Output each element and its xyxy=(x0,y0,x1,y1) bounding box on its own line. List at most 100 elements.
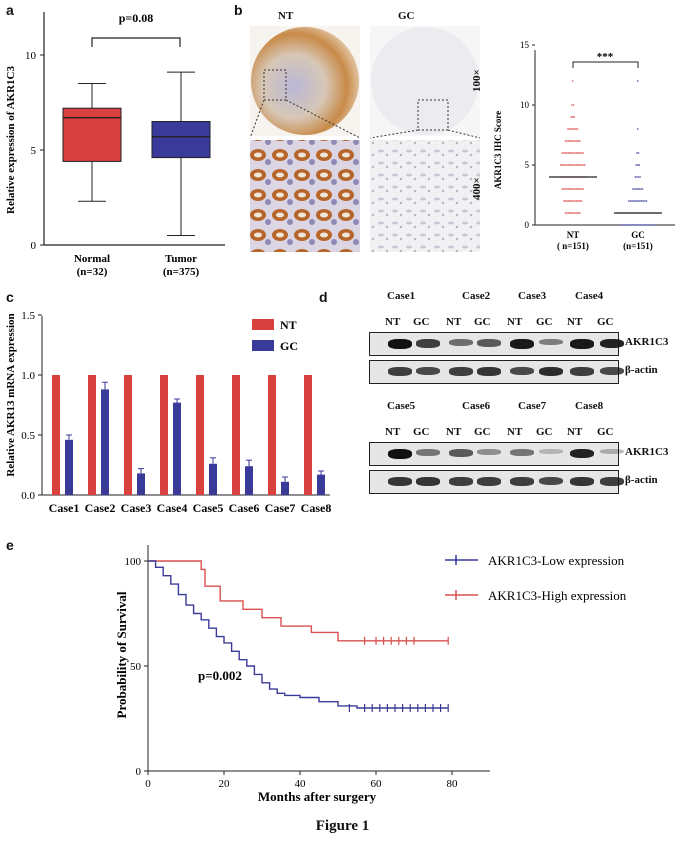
panel-c-legend-gc-swatch xyxy=(252,340,274,351)
panel-b-dot xyxy=(636,224,638,226)
blot-actin-band xyxy=(388,477,412,486)
panel-b-dot xyxy=(638,188,640,190)
panel-b-dot xyxy=(569,212,571,214)
panel-b-dot xyxy=(572,104,575,106)
panel-b-dot xyxy=(637,128,639,130)
blot-actin-band xyxy=(477,367,501,376)
blot-akr1c3-band xyxy=(416,449,440,456)
panel-c-bar-nt xyxy=(52,375,60,495)
panel-a-group2-name: Tumor xyxy=(165,253,197,265)
panel-b-dot xyxy=(577,200,579,202)
panel-b-x2n: (n=151) xyxy=(623,241,653,251)
panel-b-dot xyxy=(620,224,622,226)
panel-c-bar-gc xyxy=(65,439,73,495)
panel-b-dot xyxy=(635,188,637,190)
panel-e-legend-high: AKR1C3-High expression xyxy=(445,588,627,603)
panel-b-dot xyxy=(640,188,642,190)
panel-b-dot xyxy=(580,164,583,166)
panel-b-dot xyxy=(579,188,581,190)
blot-case-label: Case4 xyxy=(575,290,604,302)
blot-case-label: Case2 xyxy=(462,290,491,302)
panel-b-dot xyxy=(625,224,627,226)
blot-akr1c3-band xyxy=(600,339,624,349)
panel-e-label: e xyxy=(6,537,14,553)
panel-b-dot xyxy=(637,224,640,226)
panel-b-ihc-images xyxy=(250,26,481,252)
blot-akr1c3-band xyxy=(449,339,473,346)
panel-b-dot xyxy=(635,164,637,166)
panel-c-bar-nt xyxy=(124,375,132,495)
panel-b-dot xyxy=(636,176,638,178)
blot-actin-band xyxy=(416,367,440,376)
panel-b-dot xyxy=(639,224,641,226)
blot-lane-label: NT xyxy=(567,426,583,438)
panel-a-ytick-label: 5 xyxy=(31,145,37,157)
panel-b-dot xyxy=(571,188,573,190)
panel-b-sig-bracket xyxy=(572,61,639,68)
panel-b-dot xyxy=(632,188,634,190)
panel-b-dot xyxy=(626,224,628,226)
panel-b-dot xyxy=(637,152,640,154)
panel-b-dot xyxy=(645,200,648,202)
panel-c-xtick-label: Case7 xyxy=(265,501,296,515)
panel-b-dot xyxy=(572,212,575,214)
panel-b-dot xyxy=(582,152,584,154)
panel-b-dot xyxy=(644,224,646,226)
panel-b-dot xyxy=(634,224,636,226)
blot-actin-band xyxy=(539,367,563,377)
panel-e-legend-low: AKR1C3-Low expression xyxy=(445,553,625,568)
panel-b-dot xyxy=(642,200,644,202)
km-curve-low xyxy=(148,560,449,709)
blot-actin-strip xyxy=(369,470,624,494)
panel-b-dot xyxy=(576,200,578,202)
blot-akr1c3-band xyxy=(449,449,473,457)
blot-lane-label: NT xyxy=(385,426,401,438)
panel-b-dot xyxy=(566,140,568,142)
blot-akr1c3-band xyxy=(510,339,534,349)
panel-e-xtick-label: 80 xyxy=(447,778,459,790)
panel-e-xtick-label: 40 xyxy=(295,778,307,790)
panel-b-dot xyxy=(633,200,635,202)
blot-akr1c3-band xyxy=(477,449,501,455)
panel-b-ytick-label: 0 xyxy=(525,220,530,230)
blot-akr1c3-band xyxy=(600,449,624,454)
panel-b-dot xyxy=(563,188,565,190)
blot-actin-band xyxy=(600,367,624,376)
panel-b-dot xyxy=(580,188,583,190)
panel-b-dot xyxy=(570,116,572,118)
panel-b-dot xyxy=(637,164,639,166)
panel-e-ytick-label: 0 xyxy=(136,766,142,778)
blot-case-label: Case1 xyxy=(387,290,416,302)
panel-b-x2: GC xyxy=(631,230,645,240)
blot-akr1c3-band xyxy=(388,449,412,459)
panel-b-dot xyxy=(631,224,633,226)
panel-b-label: b xyxy=(234,2,243,18)
panel-b-dot xyxy=(561,164,563,166)
panel-c-xtick-label: Case4 xyxy=(157,501,188,515)
blot-row-label: β-actin xyxy=(625,474,658,486)
panel-d-western-blots: Case1 Case2 Case3 Case4 NT GC NT GC NT GC NT GC AKR1… xyxy=(369,290,668,494)
blot-actin-band xyxy=(388,367,412,376)
panel-b-dot xyxy=(628,224,630,226)
blot-lane-label: GC xyxy=(536,316,553,328)
blot-case-label: Case7 xyxy=(518,400,547,412)
panel-b-dot xyxy=(569,140,571,142)
blot-lane-label: NT xyxy=(567,316,583,328)
panel-b-dot xyxy=(584,164,586,166)
panel-c-xtick-label: Case2 xyxy=(85,501,116,515)
panel-e-ytick-label: 50 xyxy=(130,661,142,673)
panel-b-dot xyxy=(580,200,583,202)
panel-b-dot xyxy=(569,164,571,166)
panel-b-dot xyxy=(628,200,630,202)
panel-b-dot xyxy=(641,224,643,226)
blot-row-label: β-actin xyxy=(625,364,658,376)
panel-e-legend-low-text: AKR1C3-Low expression xyxy=(488,553,625,568)
panel-e-xtick-label: 20 xyxy=(219,778,231,790)
panel-b-dot xyxy=(564,140,567,142)
panel-e-xlabel: Months after surgery xyxy=(258,789,377,804)
panel-b-dot xyxy=(566,152,568,154)
panel-b-dot xyxy=(561,188,563,190)
panel-b-dot xyxy=(569,188,571,190)
panel-b-dot xyxy=(563,164,565,166)
figure-caption: Figure 1 xyxy=(315,818,370,834)
